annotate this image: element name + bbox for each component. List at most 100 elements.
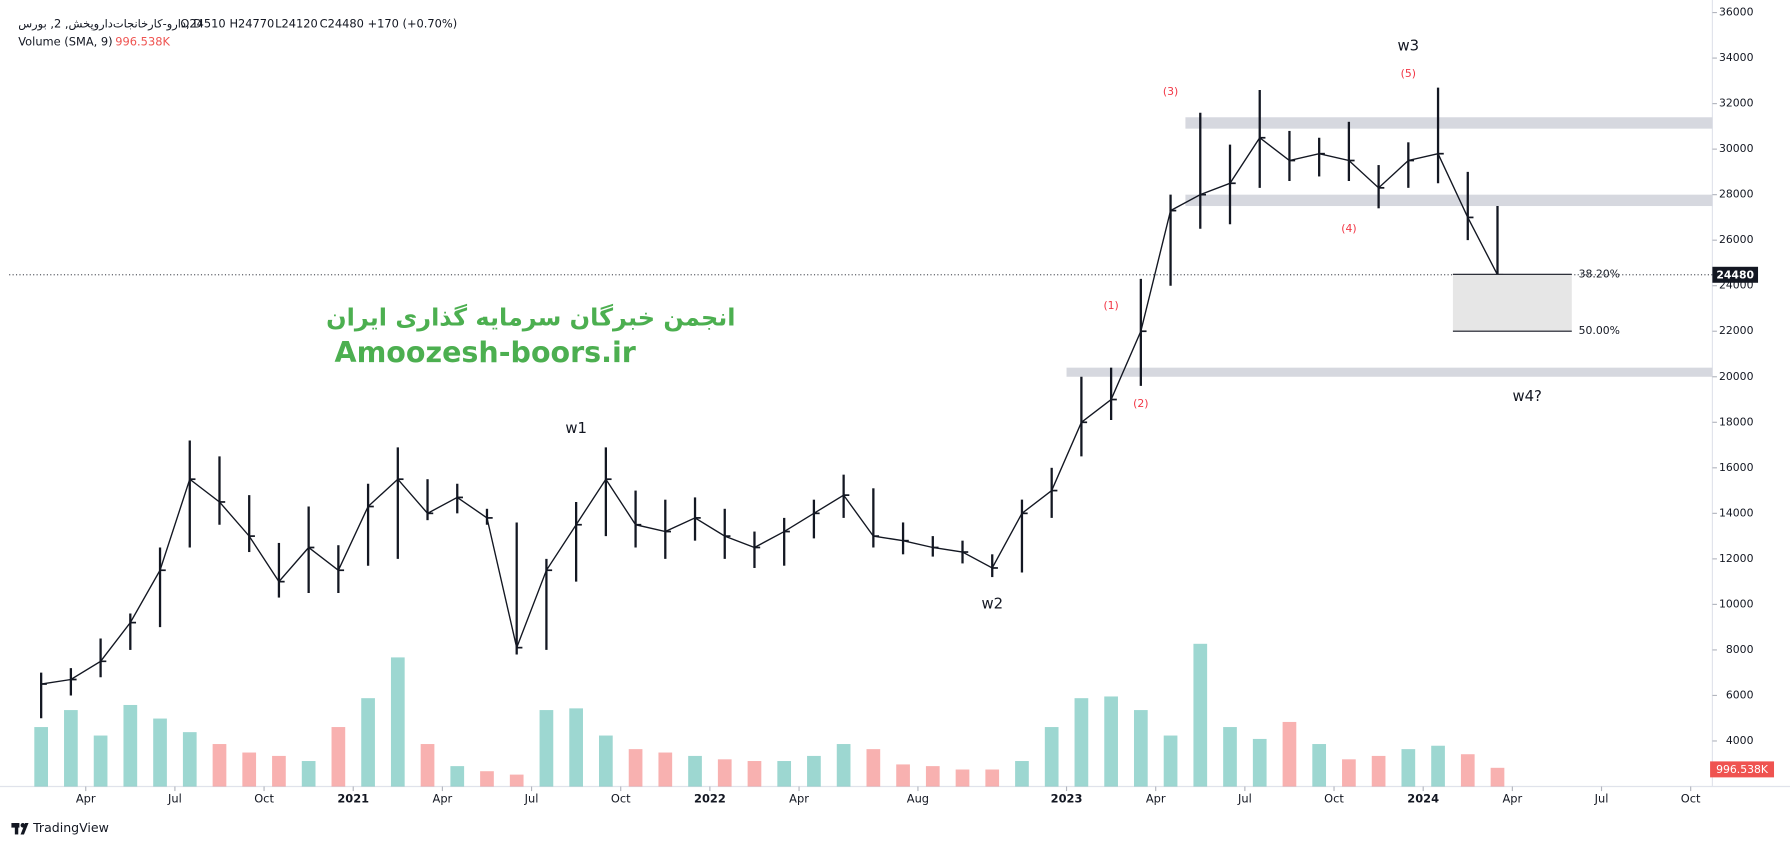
volume-bar (420, 744, 435, 787)
indicator-name: Volume (SMA, 9) (18, 35, 112, 49)
volume-tag (1710, 761, 1775, 778)
x-tick-label: Apr (1146, 792, 1166, 806)
watermark-persian: انجمن خبرگان سرمایه گذاری ایران (326, 303, 735, 331)
volume-bar (1312, 744, 1327, 787)
volume-bar (212, 744, 227, 787)
y-tick-label: 4000 (1726, 734, 1754, 747)
volume-bar (182, 732, 197, 787)
volume-bar (628, 749, 643, 787)
last-price-tag (1712, 266, 1759, 283)
volume-bar (301, 761, 316, 787)
x-tick-label: 2024 (1407, 792, 1439, 806)
zone (1066, 367, 1713, 377)
volume-bar (64, 710, 78, 787)
change-readout: +170 (+0.70%) (368, 16, 458, 30)
x-tick-label: Apr (789, 792, 809, 806)
volume-bar (896, 764, 910, 787)
volume-bar (34, 727, 49, 787)
x-tick-label: Aug (907, 792, 929, 806)
volume-bar (242, 752, 257, 787)
volume-bar (866, 749, 881, 787)
volume-bar (93, 735, 108, 787)
volume-bar (539, 710, 554, 787)
volume-bar (985, 769, 1000, 787)
volume-bar (747, 761, 762, 787)
volume-bar (1163, 735, 1178, 787)
fib-zone (1452, 274, 1572, 332)
y-tick-label: 16000 (1719, 461, 1754, 474)
volume-bar (658, 752, 673, 787)
wave-label: w2 (981, 595, 1003, 612)
wave-label: w1 (565, 420, 587, 437)
plot-area (34, 87, 1713, 787)
volume-bar (1104, 696, 1118, 787)
volume-bar (1460, 754, 1475, 787)
y-tick-label: 20000 (1719, 370, 1754, 383)
volume-bar (569, 708, 583, 787)
volume-tag-label: 996.538K (1716, 763, 1769, 776)
wave-label: w4? (1512, 388, 1541, 405)
x-tick-label: Jul (1594, 792, 1609, 806)
volume-bar (1490, 767, 1505, 787)
symbol-title: دارو-کارخانجات‌داروپخش, 2, بورس, D (18, 16, 202, 31)
volume-bar (480, 771, 494, 787)
volume-bar (777, 761, 792, 787)
y-tick-label: 6000 (1726, 688, 1754, 701)
volume-bar (807, 755, 821, 787)
volume-bar (123, 704, 138, 787)
watermark-site: Amoozesh-boors.ir (335, 336, 636, 369)
volume-bar (1431, 745, 1445, 787)
volume-bar (1074, 698, 1089, 787)
high-readout: H24770 (229, 16, 274, 30)
volume-bar (836, 744, 851, 787)
close-line (41, 136, 1499, 685)
volume-bar (955, 769, 970, 787)
volume-bar (450, 766, 465, 787)
volume-bar (272, 755, 286, 787)
volume-bar (390, 657, 405, 787)
indicator-value: 996.538K (115, 35, 170, 49)
x-tick-label: 2022 (694, 792, 726, 806)
volume-bar (1193, 643, 1208, 787)
y-tick-label: 22000 (1719, 324, 1754, 337)
volume-bar (509, 774, 524, 787)
y-tick-label: 18000 (1719, 415, 1754, 428)
close-readout: C24480 (320, 16, 364, 30)
x-tick-label: Oct (254, 792, 274, 806)
x-tick-label: Jul (524, 792, 539, 806)
x-tick-label: Oct (1324, 792, 1344, 806)
zone (1185, 194, 1713, 207)
volume-bar (1371, 755, 1386, 787)
tradingview-logo (11, 823, 29, 835)
x-tick-label: Apr (433, 792, 453, 806)
y-tick-label: 30000 (1719, 142, 1754, 155)
volume-bar (1223, 727, 1237, 787)
wave-label: w3 (1398, 38, 1420, 55)
y-tick-label: 34000 (1719, 51, 1754, 64)
low-readout: L24120 (275, 16, 318, 30)
subwave-label: (2) (1133, 397, 1148, 410)
volume-bar (1401, 749, 1416, 787)
fib-label: 38.20% (1579, 267, 1620, 280)
volume-bar (361, 698, 375, 787)
volume-bar (1282, 721, 1297, 787)
volume-bar (1342, 759, 1356, 787)
x-tick-label: Jul (1237, 792, 1252, 806)
volume-bar (153, 718, 167, 787)
x-tick-label: Jul (167, 792, 182, 806)
volume-bar (1133, 710, 1148, 787)
volume-bar (1044, 727, 1059, 787)
volume-bar (925, 766, 940, 787)
subwave-label: (3) (1163, 85, 1178, 98)
x-tick-label: Oct (611, 792, 631, 806)
y-tick-label: 36000 (1719, 6, 1754, 19)
y-tick-label: 10000 (1719, 597, 1754, 610)
x-tick-label: 2021 (337, 792, 369, 806)
x-tick-label: Apr (1502, 792, 1522, 806)
y-tick-label: 8000 (1726, 643, 1754, 656)
volume-bar (717, 759, 732, 787)
x-tick-label: 2023 (1051, 792, 1083, 806)
